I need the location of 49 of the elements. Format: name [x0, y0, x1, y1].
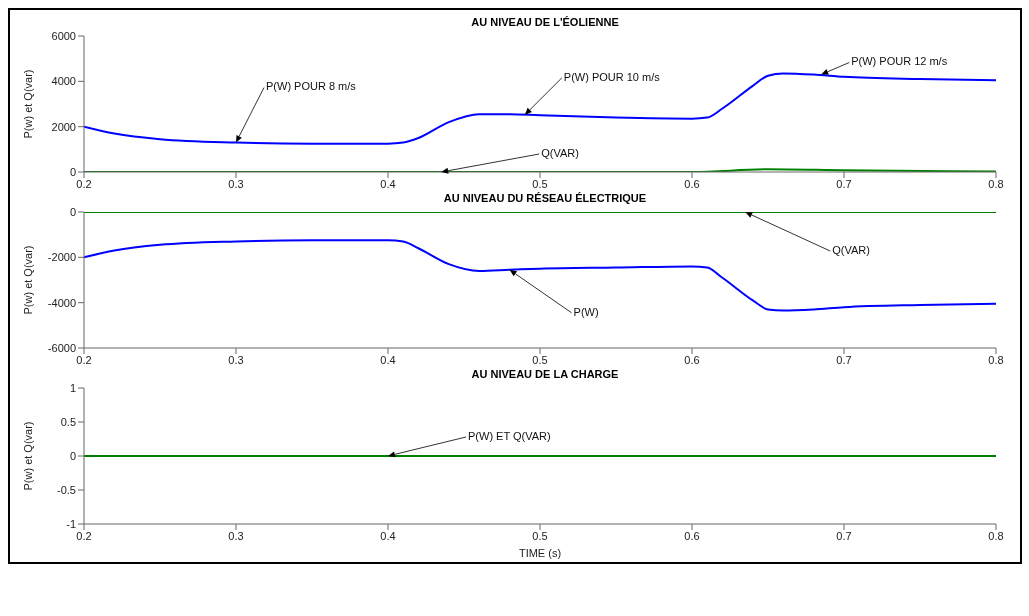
y-tick-label: 0 [69, 449, 76, 462]
x-axis-title: TIME (s) [518, 547, 562, 559]
annotation: P(W) [573, 305, 599, 318]
line-series [84, 72, 996, 145]
x-tick-label: 0.6 [684, 177, 700, 190]
x-tick-label: 0.7 [836, 177, 852, 190]
x-tick-label: 0.2 [76, 529, 92, 542]
y-axis-title: P(w) et Q(var) [21, 245, 34, 315]
x-tick-label: 0.7 [836, 353, 852, 366]
annotation: Q(VAR) [541, 146, 579, 159]
y-tick-label: 0 [69, 205, 76, 218]
x-tick-label: 0.7 [836, 529, 852, 542]
x-tick-label: 0.3 [228, 529, 244, 542]
x-tick-label: 0.5 [532, 353, 548, 366]
x-tick-label: 0.4 [380, 529, 396, 542]
y-tick-label: 0.5 [60, 415, 76, 428]
y-tick-label: 4000 [51, 75, 76, 88]
chart-title: AU NIVEAU DE LA CHARGE [471, 368, 619, 380]
x-tick-label: 0.3 [228, 353, 244, 366]
y-tick-label: 6000 [51, 29, 76, 42]
x-tick-label: 0.5 [532, 177, 548, 190]
y-tick-label: -4000 [47, 296, 76, 309]
x-tick-label: 0.2 [76, 353, 92, 366]
annotation: P(W) ET Q(VAR) [468, 429, 551, 442]
x-tick-label: 0.3 [228, 177, 244, 190]
annotation: P(W) POUR 12 m/s [851, 55, 948, 68]
y-tick-label: 2000 [51, 120, 76, 133]
x-tick-label: 0.4 [380, 353, 396, 366]
annotation: P(W) POUR 10 m/s [563, 70, 661, 83]
y-axis-title: P(w) et Q(var) [21, 69, 34, 139]
y-axis-title: P(w) et Q(var) [21, 421, 34, 491]
annotation: Q(VAR) [832, 243, 870, 256]
x-tick-label: 0.6 [684, 529, 700, 542]
y-tick-label: -2000 [47, 251, 76, 264]
chart-title: AU NIVEAU DE L'ÉOLIENNE [471, 16, 619, 28]
x-tick-label: 0.8 [988, 529, 1004, 542]
y-tick-label: 0 [69, 165, 76, 178]
y-tick-label: -1 [66, 517, 76, 530]
y-tick-label: 1 [69, 381, 76, 394]
x-tick-label: 0.4 [380, 177, 396, 190]
x-tick-label: 0.8 [988, 353, 1004, 366]
x-tick-label: 0.6 [684, 353, 700, 366]
y-tick-label: -6000 [47, 341, 76, 354]
x-tick-label: 0.8 [988, 177, 1004, 190]
x-tick-label: 0.5 [532, 529, 548, 542]
annotation: P(W) POUR 8 m/s [266, 80, 357, 93]
x-tick-label: 0.2 [76, 177, 92, 190]
chart-title: AU NIVEAU DU RÉSEAU ÉLECTRIQUE [443, 192, 647, 204]
y-tick-label: -0.5 [57, 483, 76, 496]
